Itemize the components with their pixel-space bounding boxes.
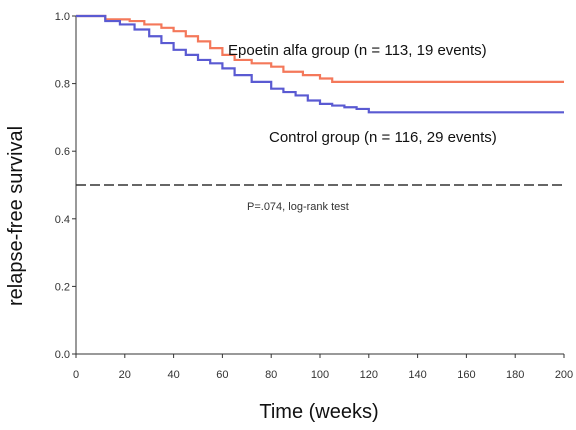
x-tick-label: 200 [555,369,573,381]
x-tick-label: 0 [73,369,79,381]
y-tick-label: 0.2 [55,281,70,293]
y-tick-label: 1.0 [55,11,70,23]
series-group [76,14,564,114]
epoetin-series-line [76,14,564,84]
control-series-label: Control group (n = 116, 29 events) [269,129,497,146]
y-tick-label: 0.6 [55,146,70,158]
reference-line-group: P=.074, log-rank test [76,184,564,213]
y-tick-label: 0.8 [55,79,70,91]
x-tick-label: 120 [360,369,378,381]
epoetin-series-label: Epoetin alfa group (n = 113, 19 events) [228,42,487,59]
y-tick-label: 0.4 [55,214,70,226]
x-tick-label: 60 [216,369,228,381]
x-tick-label: 140 [408,369,426,381]
x-tick-label: 40 [167,369,179,381]
y-axis-title: relapse-free survival [5,126,27,306]
labels-group: Epoetin alfa group (n = 113, 19 events) C… [228,42,497,146]
x-tick-label: 180 [506,369,524,381]
control-series-line [76,14,564,114]
axes: 0 20 40 60 80 100 120 140 160 180 200 0.0 0.2 0.4 0.6 0… [55,11,573,381]
x-tick-label: 160 [457,369,475,381]
x-axis-title: Time (weeks) [259,401,378,423]
x-tick-label: 20 [119,369,131,381]
x-tick-label: 80 [265,369,277,381]
y-tick-label: 0.0 [55,349,70,361]
p-value-annotation: P=.074, log-rank test [247,201,349,213]
x-tick-label: 100 [311,369,329,381]
